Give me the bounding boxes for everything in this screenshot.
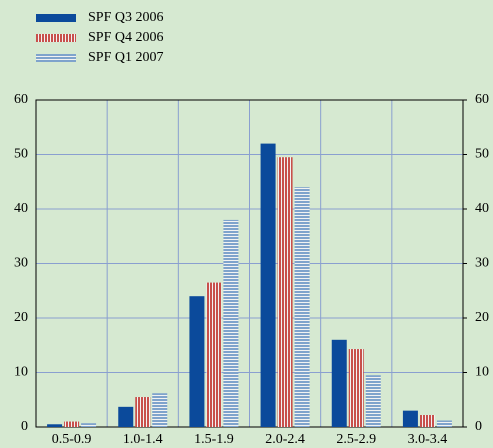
- plot-frame: [35, 99, 464, 428]
- bar: [118, 406, 134, 427]
- y2-tick-label: 10: [475, 365, 489, 380]
- x-tick-label: 0.5-0.9: [52, 432, 92, 447]
- bar: [294, 187, 310, 427]
- bar: [402, 410, 418, 427]
- legend-label: SPF Q4 2006: [88, 30, 163, 45]
- bar: [206, 282, 222, 427]
- bar: [135, 397, 151, 427]
- bar: [223, 219, 239, 427]
- y2-tick-label: 0: [475, 419, 482, 434]
- x-tick-label: 3.0-3.4: [408, 432, 448, 447]
- y-tick-label: 30: [14, 256, 28, 271]
- legend-label: SPF Q1 2007: [88, 50, 163, 65]
- x-tick-label: 2.5-2.9: [336, 432, 376, 447]
- x-tick-label: 1.0-1.4: [123, 432, 163, 447]
- bar: [152, 393, 168, 427]
- y-tick-label: 10: [14, 365, 28, 380]
- bar: [348, 349, 364, 427]
- y-tick-label: 40: [14, 201, 28, 216]
- bar: [436, 420, 452, 427]
- x-tick-label: 1.5-1.9: [194, 432, 234, 447]
- bar: [331, 339, 347, 427]
- y-tick-label: 60: [14, 92, 28, 107]
- bar: [260, 143, 276, 427]
- bar: [419, 415, 435, 427]
- bar: [277, 157, 293, 427]
- y2-tick-label: 30: [475, 256, 489, 271]
- y2-tick-label: 60: [475, 92, 489, 107]
- x-tick-label: 2.0-2.4: [265, 432, 305, 447]
- bar: [189, 296, 205, 427]
- bar: [81, 423, 97, 427]
- y2-tick-label: 50: [475, 147, 489, 162]
- bar: [47, 424, 63, 427]
- legend-swatch: [36, 54, 76, 62]
- legend-swatch: [36, 14, 76, 22]
- legend-label: SPF Q3 2006: [88, 10, 163, 25]
- bar: [365, 375, 381, 427]
- y-tick-label: 50: [14, 147, 28, 162]
- y2-tick-label: 40: [475, 201, 489, 216]
- legend-swatch: [36, 34, 76, 42]
- y-tick-label: 0: [21, 419, 28, 434]
- y2-tick-label: 20: [475, 310, 489, 325]
- bar: [64, 421, 80, 427]
- y-tick-label: 20: [14, 310, 28, 325]
